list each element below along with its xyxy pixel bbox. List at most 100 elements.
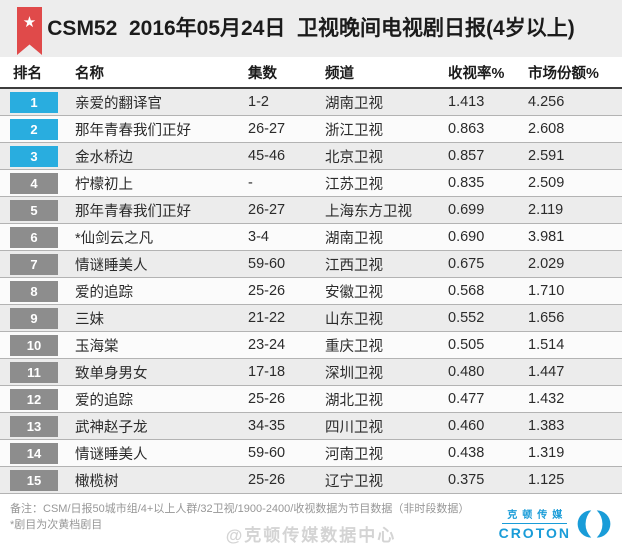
episodes-cell: 1-2 <box>248 94 269 110</box>
share-cell: 2.591 <box>528 148 565 164</box>
name-cell: 橄榄树 <box>75 473 119 490</box>
rank-badge: 1 <box>10 91 58 113</box>
channel-cell: 安徽卫视 <box>325 284 383 301</box>
name-cell: 武神赵子龙 <box>75 419 148 436</box>
rating-cell: 0.505 <box>448 337 485 353</box>
col-header-share: 市场份额% <box>528 65 599 82</box>
rank-cell: 6 <box>0 226 62 248</box>
rank-badge: 12 <box>10 388 58 410</box>
name-cell: 亲爱的翻译官 <box>75 95 162 112</box>
rank-cell: 2 <box>0 118 62 140</box>
rank-cell: 14 <box>0 442 62 464</box>
name-cell: 致单身男女 <box>75 365 148 382</box>
name-cell: *仙剑云之凡 <box>75 230 154 247</box>
name-cell: 玉海棠 <box>75 338 119 355</box>
col-header-episodes: 集数 <box>248 65 277 82</box>
table-row: 5 那年青春我们正好 26-27 上海东方卫视 0.699 2.119 <box>0 197 622 224</box>
croton-logo: 克顿传媒 CROTON <box>499 506 614 541</box>
table-row: 1 亲爱的翻译官 1-2 湖南卫视 1.413 4.256 <box>0 89 622 116</box>
col-header-rating: 收视率% <box>448 65 505 82</box>
table-row: 15 橄榄树 25-26 辽宁卫视 0.375 1.125 <box>0 467 622 494</box>
name-cell: 金水桥边 <box>75 149 133 166</box>
share-cell: 1.319 <box>528 445 565 461</box>
episodes-cell: 45-46 <box>248 148 286 164</box>
table-row: 4 柠檬初上 - 江苏卫视 0.835 2.509 <box>0 170 622 197</box>
title-bar: ★ CSM52 2016年05月24日 卫视晚间电视剧日报(4岁以上) <box>0 0 622 57</box>
channel-cell: 四川卫视 <box>325 419 383 436</box>
episodes-cell: 25-26 <box>248 391 286 407</box>
rating-cell: 0.477 <box>448 391 485 407</box>
table-row: 2 那年青春我们正好 26-27 浙江卫视 0.863 2.608 <box>0 116 622 143</box>
share-cell: 1.447 <box>528 364 565 380</box>
episodes-cell: 25-26 <box>248 283 286 299</box>
channel-cell: 辽宁卫视 <box>325 473 383 490</box>
rank-cell: 8 <box>0 280 62 302</box>
episodes-cell: 26-27 <box>248 121 286 137</box>
table-row: 3 金水桥边 45-46 北京卫视 0.857 2.591 <box>0 143 622 170</box>
share-cell: 3.981 <box>528 229 565 245</box>
channel-cell: 北京卫视 <box>325 149 383 166</box>
name-cell: 那年青春我们正好 <box>75 203 191 220</box>
rank-cell: 1 <box>0 91 62 113</box>
rating-cell: 1.413 <box>448 94 485 110</box>
share-cell: 4.256 <box>528 94 565 110</box>
rank-badge: 4 <box>10 172 58 194</box>
rating-cell: 0.690 <box>448 229 485 245</box>
table-row: 8 爱的追踪 25-26 安徽卫视 0.568 1.710 <box>0 278 622 305</box>
channel-cell: 湖南卫视 <box>325 230 383 247</box>
channel-cell: 江苏卫视 <box>325 176 383 193</box>
star-icon: ★ <box>22 14 37 31</box>
rating-cell: 0.568 <box>448 283 485 299</box>
report-title: CSM52 2016年05月24日 卫视晚间电视剧日报(4岁以上) <box>47 17 575 40</box>
rank-cell: 12 <box>0 388 62 410</box>
name-cell: 那年青春我们正好 <box>75 122 191 139</box>
name-cell: 爱的追踪 <box>75 392 133 409</box>
croton-logo-text: 克顿传媒 CROTON <box>499 506 571 541</box>
rating-cell: 0.438 <box>448 445 485 461</box>
rank-cell: 15 <box>0 469 62 491</box>
col-header-channel: 频道 <box>325 65 354 82</box>
episodes-cell: 3-4 <box>248 229 269 245</box>
col-header-name: 名称 <box>75 65 104 82</box>
episodes-cell: 23-24 <box>248 337 286 353</box>
share-cell: 2.029 <box>528 256 565 272</box>
name-cell: 情谜睡美人 <box>75 446 148 463</box>
rating-cell: 0.699 <box>448 202 485 218</box>
episodes-cell: 17-18 <box>248 364 286 380</box>
rank-cell: 4 <box>0 172 62 194</box>
table-row: 7 情谜睡美人 59-60 江西卫视 0.675 2.029 <box>0 251 622 278</box>
channel-cell: 上海东方卫视 <box>325 203 412 220</box>
table-row: 13 武神赵子龙 34-35 四川卫视 0.460 1.383 <box>0 413 622 440</box>
share-cell: 1.710 <box>528 283 565 299</box>
channel-cell: 湖北卫视 <box>325 392 383 409</box>
table-row: 9 三妹 21-22 山东卫视 0.552 1.656 <box>0 305 622 332</box>
episodes-cell: 26-27 <box>248 202 286 218</box>
footnote-source: 备注：CSM/日报50城市组/4+以上人群/32卫视/1900-2400/收视数… <box>10 503 470 515</box>
rating-cell: 0.857 <box>448 148 485 164</box>
share-cell: 2.119 <box>528 202 564 218</box>
rating-cell: 0.675 <box>448 256 485 272</box>
rank-badge: 11 <box>10 361 58 383</box>
rank-badge: 2 <box>10 118 58 140</box>
channel-cell: 山东卫视 <box>325 311 383 328</box>
episodes-cell: 25-26 <box>248 472 286 488</box>
episodes-cell: 59-60 <box>248 445 286 461</box>
table-body: 1 亲爱的翻译官 1-2 湖南卫视 1.413 4.256 2 那年青春我们正好… <box>0 89 622 494</box>
rank-cell: 9 <box>0 307 62 329</box>
croton-logo-cn: 克顿传媒 <box>502 506 568 524</box>
share-cell: 1.432 <box>528 391 565 407</box>
rank-badge: 15 <box>10 469 58 491</box>
rank-cell: 3 <box>0 145 62 167</box>
rating-cell: 0.375 <box>448 472 485 488</box>
table-row: 6 *仙剑云之凡 3-4 湖南卫视 0.690 3.981 <box>0 224 622 251</box>
channel-cell: 河南卫视 <box>325 446 383 463</box>
rank-cell: 13 <box>0 415 62 437</box>
table-row: 12 爱的追踪 25-26 湖北卫视 0.477 1.432 <box>0 386 622 413</box>
rank-badge: 8 <box>10 280 58 302</box>
share-cell: 2.608 <box>528 121 565 137</box>
rating-cell: 0.480 <box>448 364 485 380</box>
name-cell: 柠檬初上 <box>75 176 133 193</box>
footnote-asterisk: *剧目为次黄档剧目 <box>10 519 103 531</box>
table-row: 10 玉海棠 23-24 重庆卫视 0.505 1.514 <box>0 332 622 359</box>
rating-cell: 0.863 <box>448 121 485 137</box>
